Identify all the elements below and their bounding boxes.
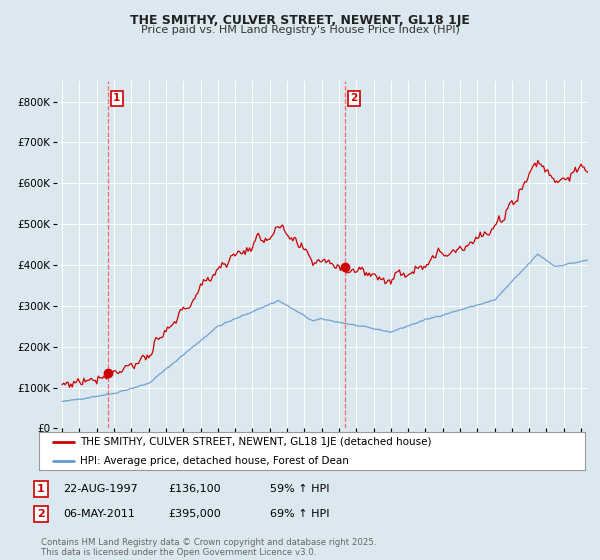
Text: Contains HM Land Registry data © Crown copyright and database right 2025.
This d: Contains HM Land Registry data © Crown c… [41, 538, 376, 557]
Text: HPI: Average price, detached house, Forest of Dean: HPI: Average price, detached house, Fore… [80, 456, 349, 466]
Text: £395,000: £395,000 [168, 509, 221, 519]
Text: 1: 1 [37, 484, 44, 494]
Text: 69% ↑ HPI: 69% ↑ HPI [270, 509, 329, 519]
Text: Price paid vs. HM Land Registry's House Price Index (HPI): Price paid vs. HM Land Registry's House … [140, 25, 460, 35]
Text: 1: 1 [113, 94, 121, 104]
Text: THE SMITHY, CULVER STREET, NEWENT, GL18 1JE: THE SMITHY, CULVER STREET, NEWENT, GL18 … [130, 14, 470, 27]
Text: 2: 2 [350, 94, 358, 104]
Text: 59% ↑ HPI: 59% ↑ HPI [270, 484, 329, 494]
Text: 2: 2 [37, 509, 44, 519]
Text: £136,100: £136,100 [168, 484, 221, 494]
Text: 22-AUG-1997: 22-AUG-1997 [63, 484, 138, 494]
Text: 06-MAY-2011: 06-MAY-2011 [63, 509, 135, 519]
Text: THE SMITHY, CULVER STREET, NEWENT, GL18 1JE (detached house): THE SMITHY, CULVER STREET, NEWENT, GL18 … [80, 437, 431, 447]
